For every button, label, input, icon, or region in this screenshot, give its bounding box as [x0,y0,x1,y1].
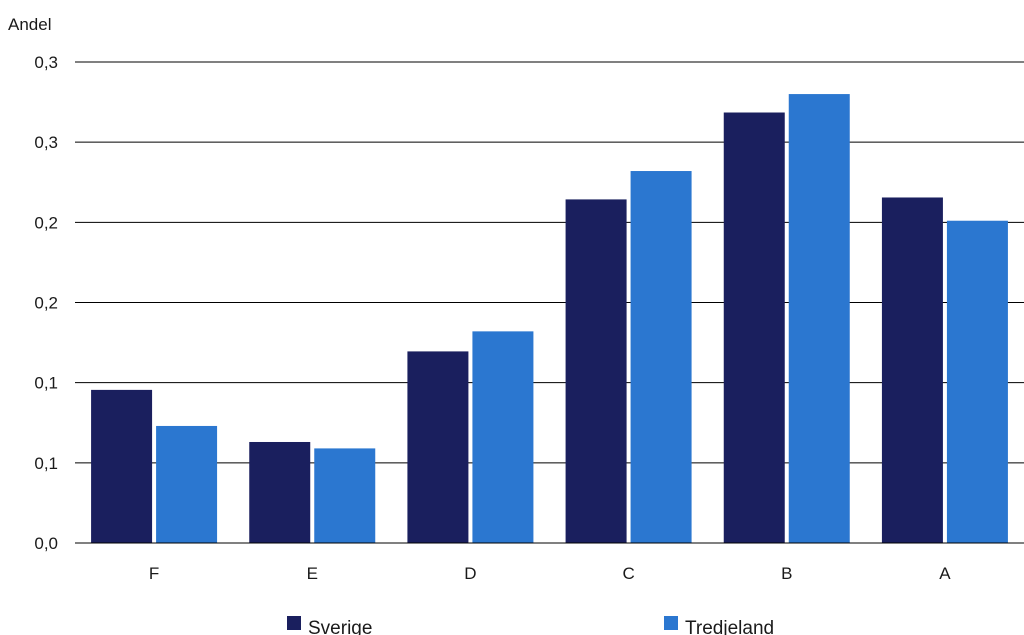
bar-sverige-c [565,199,627,543]
x-tick-label: C [622,564,634,583]
bar-sverige-f [91,389,153,543]
y-tick-label: 0,3 [34,133,58,152]
x-tick-label: A [939,564,951,583]
y-tick-label: 0,2 [34,294,58,313]
bar-tredjeland-e [314,448,376,543]
y-tick-label: 0,3 [34,53,58,72]
x-tick-label: D [464,564,476,583]
x-tick-label: B [781,564,792,583]
bars [91,94,1008,544]
legend-label-tredjeland: Tredjeland [685,618,774,635]
bar-sverige-e [249,441,311,543]
bar-tredjeland-a [946,220,1008,544]
x-tick-label: E [307,564,318,583]
gridlines [75,61,1024,464]
legend-label-sverige: Sverige [308,618,372,635]
y-tick-label: 0,1 [34,374,58,393]
bar-tredjeland-c [630,171,692,543]
legend: Sverige Tredjeland [287,616,774,635]
bar-tredjeland-f [156,425,218,543]
bar-sverige-a [881,197,943,543]
bar-sverige-d [407,351,469,543]
legend-swatch-sverige [287,616,301,630]
legend-swatch-tredjeland [664,616,678,630]
y-axis-title: Andel [8,15,51,34]
bar-tredjeland-b [788,94,850,544]
x-tick-label: F [149,564,159,583]
y-tick-label: 0,2 [34,213,58,232]
bar-sverige-b [723,112,785,543]
y-tick-label: 0,0 [34,534,58,553]
bar-tredjeland-d [472,331,534,543]
y-tick-labels: 0,0 0,1 0,1 0,2 0,2 0,3 0,3 [34,53,58,553]
y-tick-label: 0,1 [34,454,58,473]
